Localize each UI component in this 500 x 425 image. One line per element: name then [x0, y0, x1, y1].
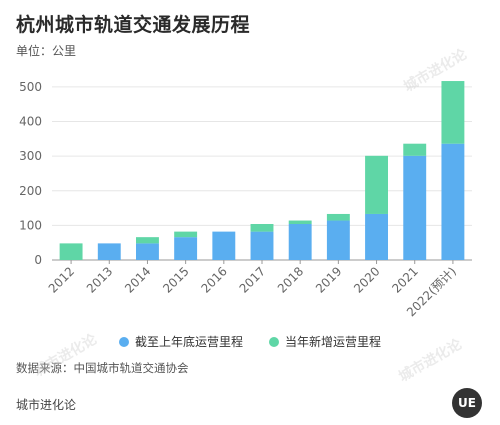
bar-cumulative — [97, 243, 121, 260]
bar-new — [288, 220, 312, 224]
bar-cumulative — [403, 155, 427, 260]
bar-new — [174, 231, 198, 238]
x-tick-label: 2019 — [313, 264, 344, 295]
legend-swatch-new — [269, 336, 279, 347]
bar-new — [59, 243, 83, 260]
brand-name: 城市进化论 — [16, 398, 77, 412]
brand-logo: UE — [452, 388, 482, 418]
x-tick-label: 2016 — [198, 264, 229, 295]
bar-cumulative — [212, 231, 236, 260]
x-tick-label: 2018 — [275, 264, 306, 295]
legend-label-cumulative: 截至上年底运营里程 — [134, 335, 243, 349]
chart-title: 杭州城市轨道交通发展历程 — [16, 14, 251, 36]
legend-item-new: 当年新增运营里程 — [269, 333, 381, 350]
bar-cumulative — [288, 224, 312, 260]
y-tick-label: 400 — [19, 115, 42, 129]
bar-new — [136, 237, 159, 244]
data-source-note: 数据来源：中国城市轨道交通协会 — [16, 361, 189, 375]
bar-new — [403, 143, 427, 156]
legend-item-cumulative: 截至上年底运营里程 — [118, 333, 243, 350]
bar-new — [365, 155, 388, 214]
x-tick-label: 2020 — [351, 264, 382, 295]
x-tick-label: 2013 — [84, 264, 115, 295]
y-tick-label: 100 — [19, 218, 42, 232]
x-tick-label: 2014 — [122, 264, 153, 295]
bar-cumulative — [250, 231, 274, 260]
y-tick-label: 200 — [19, 184, 42, 198]
x-tick-label: 2015 — [160, 264, 191, 295]
x-tick-label: 2012 — [46, 264, 77, 295]
chart-legend: 截至上年底运营里程 当年新增运营里程 — [0, 333, 500, 350]
bar-cumulative — [174, 237, 198, 260]
y-tick-label: 500 — [19, 80, 42, 94]
x-tick-label: 2017 — [237, 264, 268, 295]
bar-cumulative — [136, 243, 159, 260]
legend-swatch-cumulative — [118, 336, 129, 347]
y-tick-label: 0 — [34, 253, 42, 267]
bar-new — [441, 81, 465, 144]
legend-label-new: 当年新增运营里程 — [285, 335, 382, 349]
unit-label: 单位：公里 — [16, 44, 77, 58]
y-tick-label: 300 — [19, 149, 42, 163]
bar-cumulative — [365, 213, 388, 260]
bar-cumulative — [326, 220, 350, 260]
bar-cumulative — [441, 143, 465, 260]
x-tick-label: 2021 — [389, 264, 420, 295]
bar-new — [326, 213, 350, 221]
bar-new — [250, 224, 274, 232]
